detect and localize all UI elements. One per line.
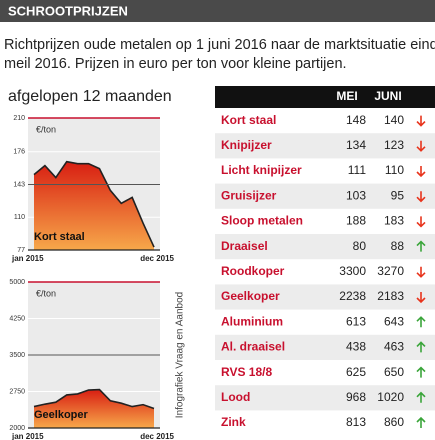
- y-tick-label: 2000: [9, 425, 25, 432]
- price: 148: [346, 113, 366, 127]
- arrow-down: [416, 115, 426, 127]
- price: 183: [384, 214, 404, 228]
- price: 134: [346, 138, 366, 152]
- y-tick-label: 2750: [9, 388, 25, 395]
- price: 111: [348, 163, 367, 177]
- credit: Infografiek Vraag en Aanbod: [175, 292, 186, 418]
- price: 2238: [339, 289, 366, 303]
- arrow-up: [416, 366, 426, 378]
- arrow-down: [416, 191, 426, 203]
- row-name: Gruisijzer: [221, 188, 277, 202]
- price: 625: [346, 365, 366, 379]
- price: 80: [353, 239, 367, 253]
- y-label: €/ton: [36, 124, 56, 134]
- y-tick-label: 77: [17, 247, 25, 254]
- price: 1020: [377, 390, 404, 404]
- chart-title: Geelkoper: [34, 409, 89, 421]
- y-label: €/ton: [36, 288, 56, 298]
- row-name: Knipijzer: [221, 138, 272, 152]
- row-shade: [215, 234, 435, 260]
- row-name: Aluminium: [221, 314, 283, 328]
- y-tick-label: 110: [14, 214, 25, 221]
- price: 613: [346, 314, 366, 328]
- y-tick-label: 176: [13, 149, 25, 156]
- arrow-down: [416, 216, 426, 228]
- y-tick-label: 210: [13, 115, 25, 122]
- arrow-up: [416, 391, 426, 403]
- x-tick-label: jan 2015: [11, 432, 44, 440]
- header-bar: [0, 0, 435, 22]
- charts-heading: afgelopen 12 maanden: [8, 88, 172, 105]
- row-name: Licht knipijzer: [221, 163, 302, 177]
- price: 140: [384, 113, 404, 127]
- y-tick-label: 5000: [9, 279, 25, 286]
- line: [33, 160, 155, 248]
- price: 438: [346, 340, 366, 354]
- row-name: Lood: [221, 390, 250, 404]
- y-tick-label: 3500: [9, 352, 25, 359]
- price: 650: [384, 365, 404, 379]
- line: [33, 388, 155, 410]
- x-tick-label: dec 2015: [140, 254, 174, 263]
- arrow-down: [416, 166, 426, 178]
- row-name: Sloop metalen: [221, 214, 303, 228]
- intro-line: meil 2016. Prijzen in euro per ton voor …: [4, 56, 347, 72]
- price: 860: [384, 415, 404, 429]
- area: [34, 389, 154, 428]
- price: 3270: [377, 264, 404, 278]
- price: 110: [385, 163, 404, 177]
- price: 188: [346, 214, 366, 228]
- row-shade: [215, 385, 435, 411]
- row-name: Zink: [221, 415, 246, 429]
- arrow-down: [416, 266, 426, 278]
- arrow-down: [416, 140, 426, 152]
- header-title: SCHROOTPRIJZEN: [8, 3, 128, 18]
- row-name: Geelkoper: [221, 289, 280, 303]
- row-name: Al. draaisel: [221, 340, 285, 354]
- row-shade: [215, 183, 435, 209]
- arrow-up: [416, 316, 426, 328]
- x-tick-label: jan 2015: [11, 254, 44, 263]
- price: 463: [384, 340, 404, 354]
- price: 95: [391, 188, 405, 202]
- arrow-down: [416, 292, 426, 304]
- price: 103: [346, 188, 366, 202]
- row-shade: [215, 334, 435, 360]
- column-header: MEI: [336, 89, 357, 103]
- price: 3300: [339, 264, 366, 278]
- arrow-up: [416, 240, 426, 252]
- row-shade: [215, 133, 435, 159]
- row-shade: [215, 284, 435, 310]
- row-name: Roodkoper: [221, 264, 285, 278]
- price: 2183: [377, 289, 404, 303]
- price: 88: [391, 239, 405, 253]
- column-header: JUNI: [374, 89, 401, 103]
- area: [34, 161, 154, 250]
- table-header: [215, 86, 435, 108]
- price: 968: [346, 390, 366, 404]
- y-tick-label: 143: [13, 181, 25, 188]
- arrow-up: [416, 416, 426, 428]
- intro-line: Richtprijzen oude metalen op 1 juni 2016…: [4, 37, 435, 53]
- x-tick-label: dec 2015: [140, 432, 174, 440]
- y-tick-label: 4250: [9, 315, 25, 322]
- price: 123: [384, 138, 404, 152]
- row-name: RVS 18/8: [221, 365, 272, 379]
- price: 643: [384, 314, 404, 328]
- price: 813: [346, 415, 366, 429]
- row-name: Draaisel: [221, 239, 268, 253]
- chart-title: Kort staal: [34, 231, 85, 243]
- row-name: Kort staal: [221, 113, 276, 127]
- arrow-up: [416, 341, 426, 353]
